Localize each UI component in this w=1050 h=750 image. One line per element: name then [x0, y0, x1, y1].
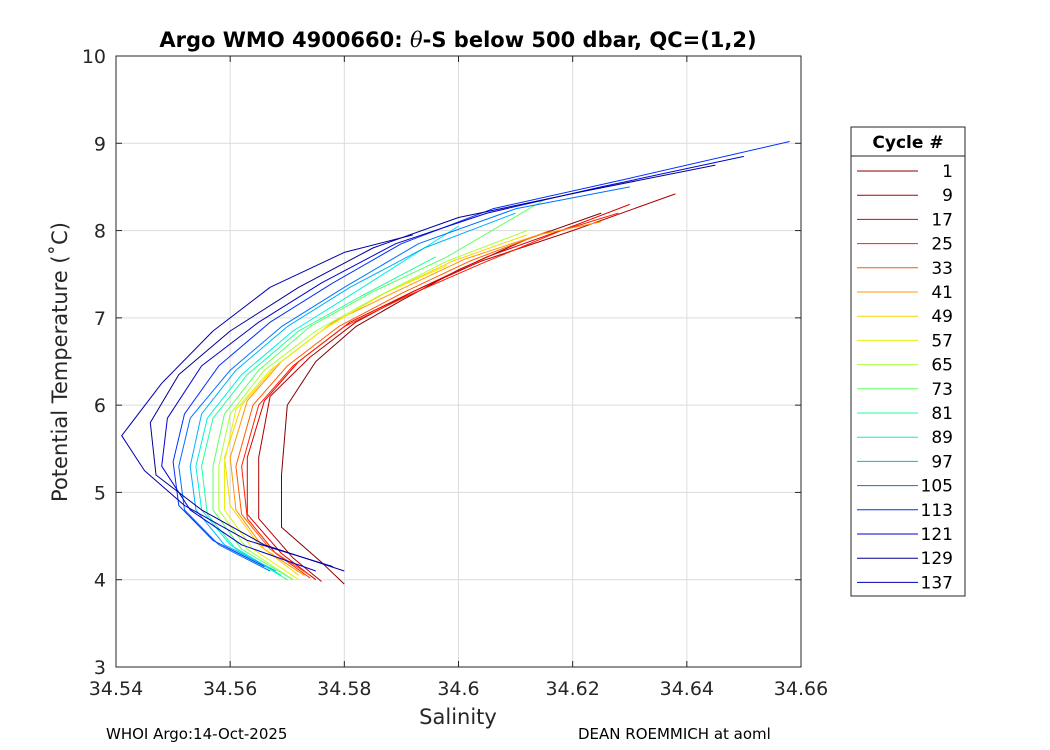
legend-label: 33: [931, 259, 953, 279]
legend-label: 137: [921, 573, 953, 593]
legend-label: 65: [931, 356, 953, 376]
series-line-cycle-105: [178, 186, 630, 572]
legend-label: 121: [921, 525, 953, 545]
y-tick-label: 8: [94, 221, 106, 243]
legend-entry: 33: [857, 259, 953, 279]
series-line-cycle-121: [161, 155, 745, 572]
x-tick-label: 34.56: [203, 678, 257, 700]
title-theta-symbol: θ: [410, 28, 423, 52]
footer-right-credit: DEAN ROEMMICH at aoml: [578, 725, 771, 743]
x-tick-label: 34.64: [660, 678, 714, 700]
y-tick-labels: 3 4 5 6 7 8 9 10: [82, 46, 106, 679]
y-tick-label: 10: [82, 46, 106, 68]
series-line-cycle-113: [172, 141, 790, 568]
series-line-cycle-57: [224, 265, 448, 581]
legend-label: 41: [931, 283, 953, 303]
x-tick-label: 34.54: [89, 678, 143, 700]
x-tick-label: 34.6: [437, 678, 479, 700]
legend-entry: 89: [857, 428, 953, 448]
legend-label: 113: [921, 501, 953, 521]
legend-label: 97: [931, 452, 953, 472]
title-prefix: Argo WMO 4900660:: [159, 28, 410, 52]
chart-title: Argo WMO 4900660: θ-S below 500 dbar, QC…: [159, 28, 756, 52]
legend-entry: 113: [857, 501, 953, 521]
legend-entry: 49: [857, 307, 953, 327]
y-tick-label: 3: [94, 657, 106, 679]
x-tick-label: 34.62: [545, 678, 599, 700]
legend-entry: 9: [857, 186, 953, 206]
legend-label: 81: [931, 404, 953, 424]
series-line-cycle-65: [218, 230, 528, 581]
x-tick-label: 34.58: [317, 678, 371, 700]
series-line-cycle-49: [224, 234, 528, 576]
y-axis-label: Potential Temperature (˚C): [48, 222, 72, 502]
legend-entry: 41: [857, 283, 953, 303]
legend-entry: 105: [857, 477, 953, 497]
legend-label: 129: [921, 549, 953, 569]
series-line-cycle-97: [189, 212, 516, 572]
y-tick-label: 4: [94, 570, 106, 592]
legend-entry: 1: [857, 162, 953, 182]
series-line-cycle-25: [241, 212, 619, 579]
series-lines: [121, 141, 790, 585]
legend-entry: 137: [857, 573, 953, 593]
legend-entry: 81: [857, 404, 953, 424]
legend-entries: 1 9 17 25 33 41 49 57 65 73 81 89 97 105 113 121 129 137: [857, 162, 953, 593]
legend-entry: 17: [857, 210, 953, 230]
legend-entry: 57: [857, 331, 953, 351]
series-line-cycle-33: [235, 230, 550, 576]
legend-entry: 121: [857, 525, 953, 545]
y-tick-label: 5: [94, 482, 106, 504]
axis-ticks: [115, 55, 802, 668]
footer-left-credit: WHOI Argo:14-Oct-2025: [106, 725, 288, 743]
legend-label: 1: [942, 162, 953, 182]
legend-title: Cycle #: [872, 133, 943, 153]
y-tick-label: 6: [94, 395, 106, 417]
y-tick-label: 9: [94, 133, 106, 155]
series-line-cycle-129: [149, 164, 716, 572]
legend-entry: 129: [857, 549, 953, 569]
title-suffix: -S below 500 dbar, QC=(1,2): [423, 28, 757, 52]
series-line-cycle-137: [121, 234, 413, 568]
legend-entry: 25: [857, 235, 953, 255]
legend-box: [850, 126, 966, 597]
legend-label: 73: [931, 380, 953, 400]
legend-entry: 97: [857, 452, 953, 472]
series-line-cycle-81: [201, 256, 436, 581]
legend-label: 57: [931, 331, 953, 351]
x-tick-label: 34.66: [774, 678, 828, 700]
legend-entry: 65: [857, 356, 953, 376]
legend-label: 25: [931, 235, 953, 255]
legend-label: 105: [921, 477, 953, 497]
legend-label: 89: [931, 428, 953, 448]
legend-entry: 73: [857, 380, 953, 400]
legend-label: 17: [931, 210, 953, 230]
legend: Cycle # 1 9 17 25 33 41 49 57 65 73 81 89 97 105 113 12…: [850, 126, 966, 597]
y-tick-label: 7: [94, 308, 106, 330]
legend-label: 9: [942, 186, 953, 206]
x-axis-label: Salinity: [419, 705, 497, 729]
x-tick-labels: 34.54 34.56 34.58 34.6 34.62 34.64 34.66: [89, 678, 828, 700]
legend-label: 49: [931, 307, 953, 327]
